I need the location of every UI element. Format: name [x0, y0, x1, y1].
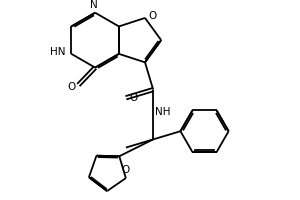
Text: N: N	[90, 0, 97, 10]
Text: O: O	[122, 165, 130, 175]
Text: HN: HN	[50, 47, 65, 57]
Text: O: O	[129, 93, 137, 103]
Text: O: O	[148, 11, 157, 21]
Text: O: O	[67, 82, 75, 92]
Text: NH: NH	[155, 107, 170, 117]
